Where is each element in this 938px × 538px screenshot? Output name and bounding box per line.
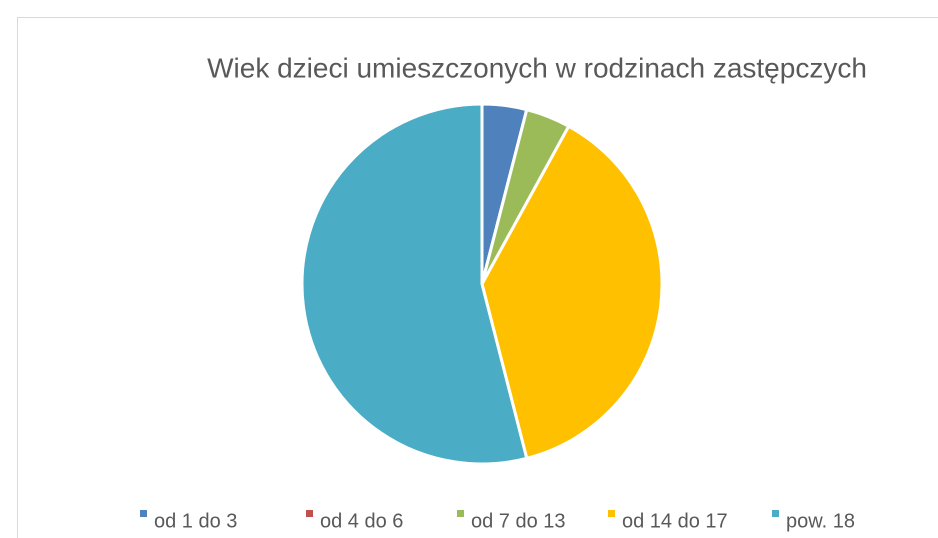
chart-title: Wiek dzieci umieszczonych w rodzinach za… [207,52,867,83]
pie-slice [480,124,664,460]
legend-label: od 1 do 3 [154,510,237,532]
legend-label: od 4 do 6 [320,510,403,532]
legend-marker [140,510,147,517]
legend-marker [457,510,464,517]
legend-label: od 7 do 13 [471,510,566,532]
legend-label: od 14 do 17 [622,510,728,532]
legend-label: pow. 18 [786,510,855,532]
pie-slice [300,102,529,466]
legend-marker [306,510,313,517]
legend-marker [772,510,779,517]
legend-marker [608,510,615,517]
